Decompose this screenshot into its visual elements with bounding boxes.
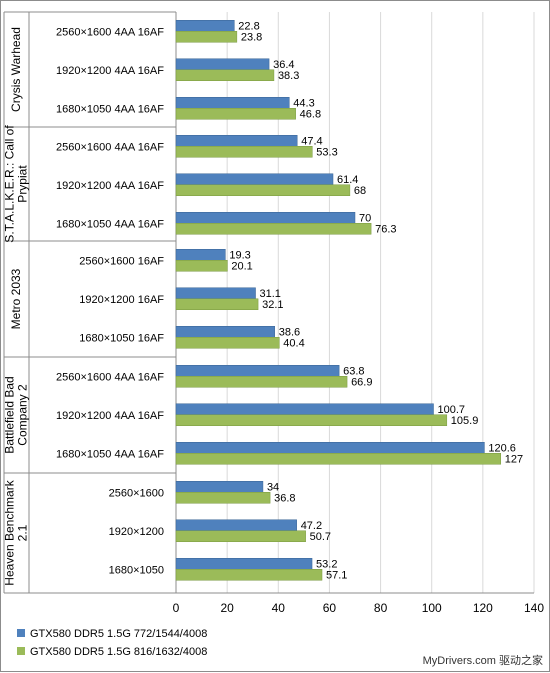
legend-label: GTX580 DDR5 1.5G 816/1632/4008 <box>30 646 207 658</box>
bar-series-2 <box>175 108 296 120</box>
bar-series-1 <box>175 249 226 261</box>
data-label: 36.4 <box>273 59 294 71</box>
bar-series-2 <box>175 453 502 465</box>
row-label: 1680×1050 <box>109 564 164 576</box>
data-label: 36.8 <box>274 492 295 504</box>
bar-series-2 <box>175 492 271 504</box>
row-label: 1920×1200 4AA 16AF <box>56 180 164 192</box>
legend-swatch <box>17 647 25 655</box>
bar-series-1 <box>175 519 297 531</box>
data-label: 20.1 <box>231 260 252 272</box>
bar-series-1 <box>175 481 264 493</box>
x-tick-label: 100 <box>422 601 442 615</box>
bar-series-2 <box>175 260 228 272</box>
bar-series-2 <box>175 337 280 349</box>
x-tick-label: 120 <box>473 601 493 615</box>
row-label: 1920×1200 4AA 16AF <box>56 65 164 77</box>
group-label: Company 2 <box>16 384 30 446</box>
bar-series-1 <box>175 403 434 415</box>
x-tick-label: 0 <box>173 601 180 615</box>
data-label: 44.3 <box>293 97 314 109</box>
x-tick-label: 80 <box>374 601 388 615</box>
legend-label: GTX580 DDR5 1.5G 772/1544/4008 <box>30 628 207 640</box>
bar-series-1 <box>175 558 313 570</box>
row-label: 1680×1050 16AF <box>79 332 164 344</box>
bar-series-1 <box>175 287 256 299</box>
bar-series-2 <box>175 569 323 581</box>
row-label: 1920×1200 16AF <box>79 294 164 306</box>
bar-series-1 <box>175 365 340 377</box>
x-tick-label: 40 <box>272 601 286 615</box>
data-label: 50.7 <box>310 531 331 543</box>
data-label: 76.3 <box>375 223 396 235</box>
data-label: 53.3 <box>316 146 337 158</box>
data-label: 105.9 <box>451 415 479 427</box>
bar-series-1 <box>175 58 270 70</box>
bar-series-2 <box>175 69 275 81</box>
data-label: 70 <box>359 212 371 224</box>
data-label: 22.8 <box>238 20 259 32</box>
bar-series-1 <box>175 212 356 224</box>
row-label: 1680×1050 4AA 16AF <box>56 218 164 230</box>
data-label: 32.1 <box>262 299 283 311</box>
data-label: 38.6 <box>279 326 300 338</box>
group-label: Battlefield Bad <box>3 376 17 453</box>
bar-series-1 <box>175 135 298 147</box>
x-tick-label: 140 <box>524 601 544 615</box>
bar-series-2 <box>175 414 448 426</box>
bar-series-2 <box>175 184 351 196</box>
row-label: 2560×1600 16AF <box>79 255 164 267</box>
bar-series-1 <box>175 20 235 32</box>
data-label: 23.8 <box>241 31 262 43</box>
data-label: 120.6 <box>488 442 516 454</box>
data-label: 68 <box>354 185 366 197</box>
data-label: 63.8 <box>343 365 364 377</box>
bar-series-1 <box>175 173 334 185</box>
legend-swatch <box>17 629 25 637</box>
row-label: 1920×1200 4AA 16AF <box>56 410 164 422</box>
group-label: 2.1 <box>16 524 30 541</box>
data-label: 47.2 <box>301 520 322 532</box>
data-label: 127 <box>505 453 523 465</box>
data-label: 61.4 <box>337 174 358 186</box>
data-label: 53.2 <box>316 558 337 570</box>
row-label: 2560×1600 4AA 16AF <box>56 26 164 38</box>
bar-series-2 <box>175 146 313 158</box>
row-label: 1680×1050 4AA 16AF <box>56 448 164 460</box>
data-label: 46.8 <box>300 108 321 120</box>
data-label: 100.7 <box>438 404 466 416</box>
watermark: MyDrivers.com 驱动之家 <box>422 655 543 667</box>
row-label: 2560×1600 4AA 16AF <box>56 141 164 153</box>
x-tick-label: 20 <box>220 601 234 615</box>
group-label: Heaven Benchmark <box>3 479 17 585</box>
bar-series-1 <box>175 326 275 338</box>
group-label: Crysis Warhead <box>9 27 23 112</box>
row-label: 1920×1200 <box>109 526 164 538</box>
data-label: 57.1 <box>326 569 347 581</box>
group-label: Metro 2033 <box>9 268 23 329</box>
bar-series-2 <box>175 376 348 388</box>
row-label: 2560×1600 <box>109 487 164 499</box>
data-label: 31.1 <box>260 288 281 300</box>
bar-series-2 <box>175 298 259 310</box>
row-label: 1680×1050 4AA 16AF <box>56 103 164 115</box>
data-label: 40.4 <box>283 337 304 349</box>
bar-series-2 <box>175 223 372 235</box>
group-label: Prypiat <box>16 165 30 203</box>
data-label: 34 <box>267 481 279 493</box>
group-label: S.T.A.L.K.E.R.: Call of <box>3 125 17 243</box>
x-tick-label: 60 <box>323 601 337 615</box>
bar-series-1 <box>175 97 290 109</box>
data-label: 47.4 <box>301 135 322 147</box>
data-label: 38.3 <box>278 70 299 82</box>
bar-series-1 <box>175 442 485 454</box>
row-label: 2560×1600 4AA 16AF <box>56 371 164 383</box>
bar-series-2 <box>175 31 238 43</box>
bar-series-2 <box>175 530 306 542</box>
data-label: 66.9 <box>351 376 372 388</box>
data-label: 19.3 <box>229 249 250 261</box>
